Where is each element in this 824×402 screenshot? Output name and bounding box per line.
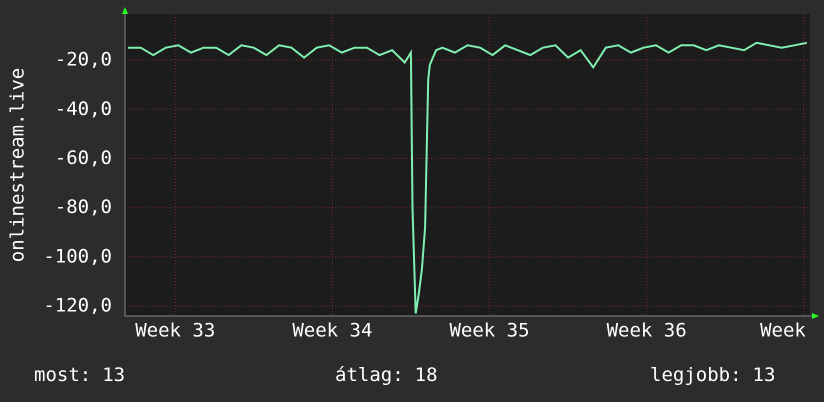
- axis-arrow: [812, 313, 819, 319]
- stat-value: 13: [753, 364, 776, 386]
- y-tick-label: -100,0: [43, 245, 112, 267]
- x-tick-label: Week 33: [135, 320, 215, 342]
- axis-arrow: [122, 7, 128, 14]
- stat-label: most:: [34, 364, 91, 386]
- y-axis-label: onlinestream.live: [7, 68, 29, 262]
- x-tick-label: Week 36: [607, 320, 687, 342]
- x-tick-label: Week 34: [292, 320, 372, 342]
- y-tick-label: -60,0: [55, 147, 112, 169]
- y-tick-label: -120,0: [43, 295, 112, 317]
- plot-area: [125, 14, 810, 316]
- stat: legjobb: 13: [650, 364, 775, 386]
- stat-label: átlag:: [335, 364, 404, 386]
- y-tick-label: -40,0: [55, 98, 112, 120]
- x-tick-label: Week 35: [449, 320, 529, 342]
- stat: átlag: 18: [335, 364, 438, 386]
- y-tick-label: -80,0: [55, 196, 112, 218]
- line: [128, 41, 808, 314]
- stat: most: 13: [34, 364, 125, 386]
- stat-value: 13: [102, 364, 125, 386]
- stat-label: legjobb:: [650, 364, 742, 386]
- x-tick-label: Week: [760, 320, 806, 342]
- stat-value: 18: [415, 364, 438, 386]
- y-tick-label: -20,0: [55, 49, 112, 71]
